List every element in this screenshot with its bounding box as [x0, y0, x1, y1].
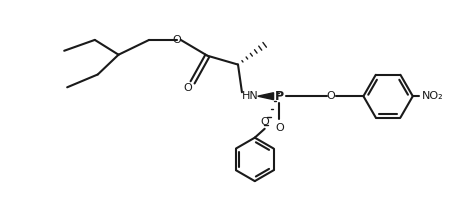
- Text: O: O: [275, 123, 283, 133]
- Text: O: O: [326, 91, 335, 101]
- Text: P: P: [274, 90, 283, 103]
- Text: O: O: [183, 83, 192, 93]
- Text: O: O: [260, 117, 268, 127]
- Polygon shape: [257, 93, 273, 100]
- Text: O: O: [172, 35, 181, 45]
- Text: HN: HN: [241, 91, 258, 101]
- Text: NO₂: NO₂: [421, 91, 442, 101]
